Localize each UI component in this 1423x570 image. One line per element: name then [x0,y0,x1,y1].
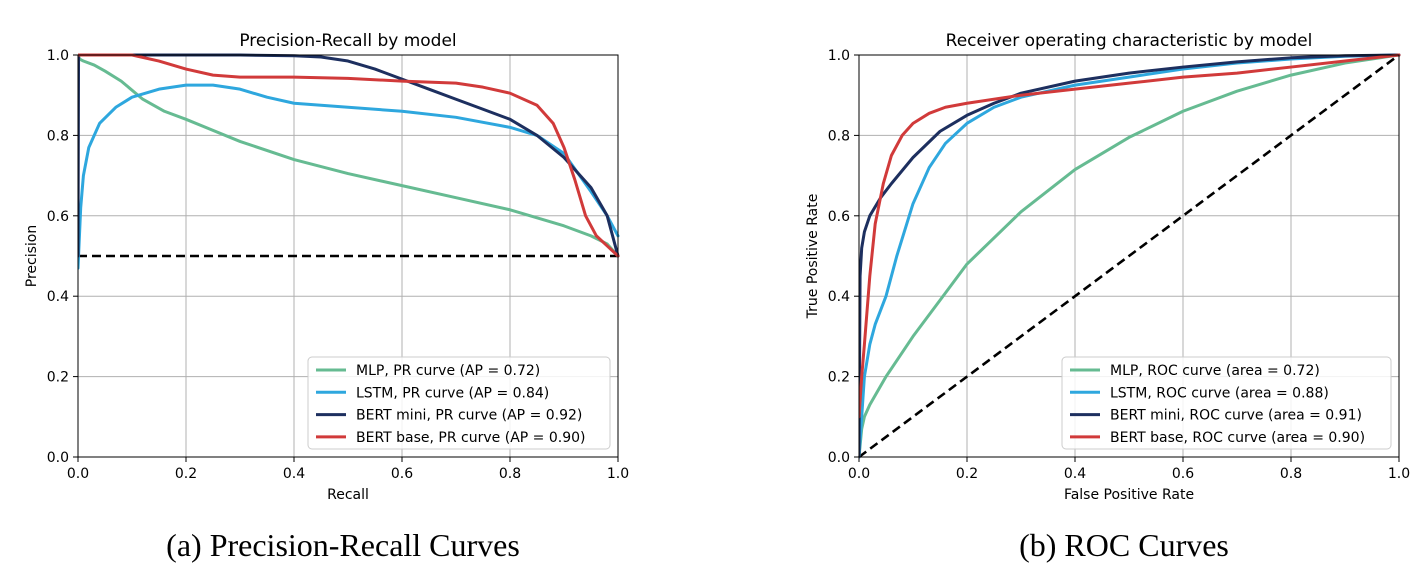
x-tick-label: 0.8 [499,466,521,482]
legend-entry-3: BERT mini, PR curve (AP = 0.92) [356,408,582,424]
chart-title: Precision-Recall by model [239,31,456,51]
legend-box [1061,356,1392,450]
series-line-4 [78,53,620,258]
series-line-3 [859,53,1401,459]
x-tick-label: 0.0 [67,466,89,482]
x-axis-label: False Positive Rate [1064,487,1194,503]
y-tick-label: 1.0 [828,48,850,64]
x-tick-label: 0.6 [1172,466,1194,482]
x-tick-label: 1.0 [1388,466,1410,482]
y-tick-label: 0.2 [47,370,69,386]
y-axis-label: True Positive Rate [805,194,821,320]
x-tick-label: 1.0 [607,466,629,482]
figure-caption: (b) ROC Curves [1019,527,1229,563]
y-tick-label: 0.4 [828,289,850,305]
legend-entry-4: BERT base, ROC curve (area = 0.90) [1110,430,1365,446]
y-tick-label: 0.6 [47,209,69,225]
series-line-2 [78,83,620,270]
x-tick-label: 0.0 [848,466,870,482]
y-tick-label: 0.0 [47,450,69,466]
x-tick-label: 0.4 [283,466,305,482]
series-line-4 [859,53,1401,419]
legend-entry-2: LSTM, PR curve (AP = 0.84) [356,385,549,401]
x-tick-label: 0.2 [175,466,197,482]
legend: MLP, PR curve (AP = 0.72) LSTM, PR curve … [307,356,611,450]
axes-frame [77,54,619,458]
chart-2: 0.0 0.2 0.4 0.6 0.8 1.0 0.0 0.2 0.4 0.6 0.8 1.0 Rece… [805,31,1410,563]
figure-caption: (a) Precision-Recall Curves [166,527,520,563]
legend-entry-3: BERT mini, ROC curve (area = 0.91) [1110,408,1362,424]
y-tick-label: 0.8 [828,128,850,144]
y-tick-label: 0.8 [47,128,69,144]
legend-entry-1: MLP, PR curve (AP = 0.72) [356,363,540,379]
chart-1: 0.0 0.2 0.4 0.6 0.8 1.0 0.0 0.2 0.4 0.6 0.8 1.0 Prec… [24,31,629,563]
legend-entry-1: MLP, ROC curve (area = 0.72) [1110,363,1320,379]
y-tick-label: 0.0 [828,450,850,466]
series-line-1 [859,53,1401,459]
legend-box [307,356,611,450]
y-tick-label: 0.2 [828,370,850,386]
y-tick-label: 1.0 [47,48,69,64]
series-line-1 [78,53,620,258]
baseline-line [858,53,1400,459]
x-tick-label: 0.4 [1064,466,1086,482]
y-tick-label: 0.6 [828,209,850,225]
x-axis-label: Recall [327,487,369,503]
chart-title: Receiver operating characteristic by mod… [946,31,1313,51]
y-axis-label: Precision [24,225,40,287]
legend: MLP, ROC curve (area = 0.72) LSTM, ROC cu… [1061,356,1392,450]
x-tick-label: 0.8 [1280,466,1302,482]
x-tick-label: 0.6 [391,466,413,482]
legend-entry-2: LSTM, ROC curve (area = 0.88) [1110,385,1329,401]
y-tick-label: 0.4 [47,289,69,305]
x-tick-label: 0.2 [956,466,978,482]
axes-frame [858,54,1400,458]
series-line-3 [78,53,620,258]
legend-entry-4: BERT base, PR curve (AP = 0.90) [356,430,585,446]
